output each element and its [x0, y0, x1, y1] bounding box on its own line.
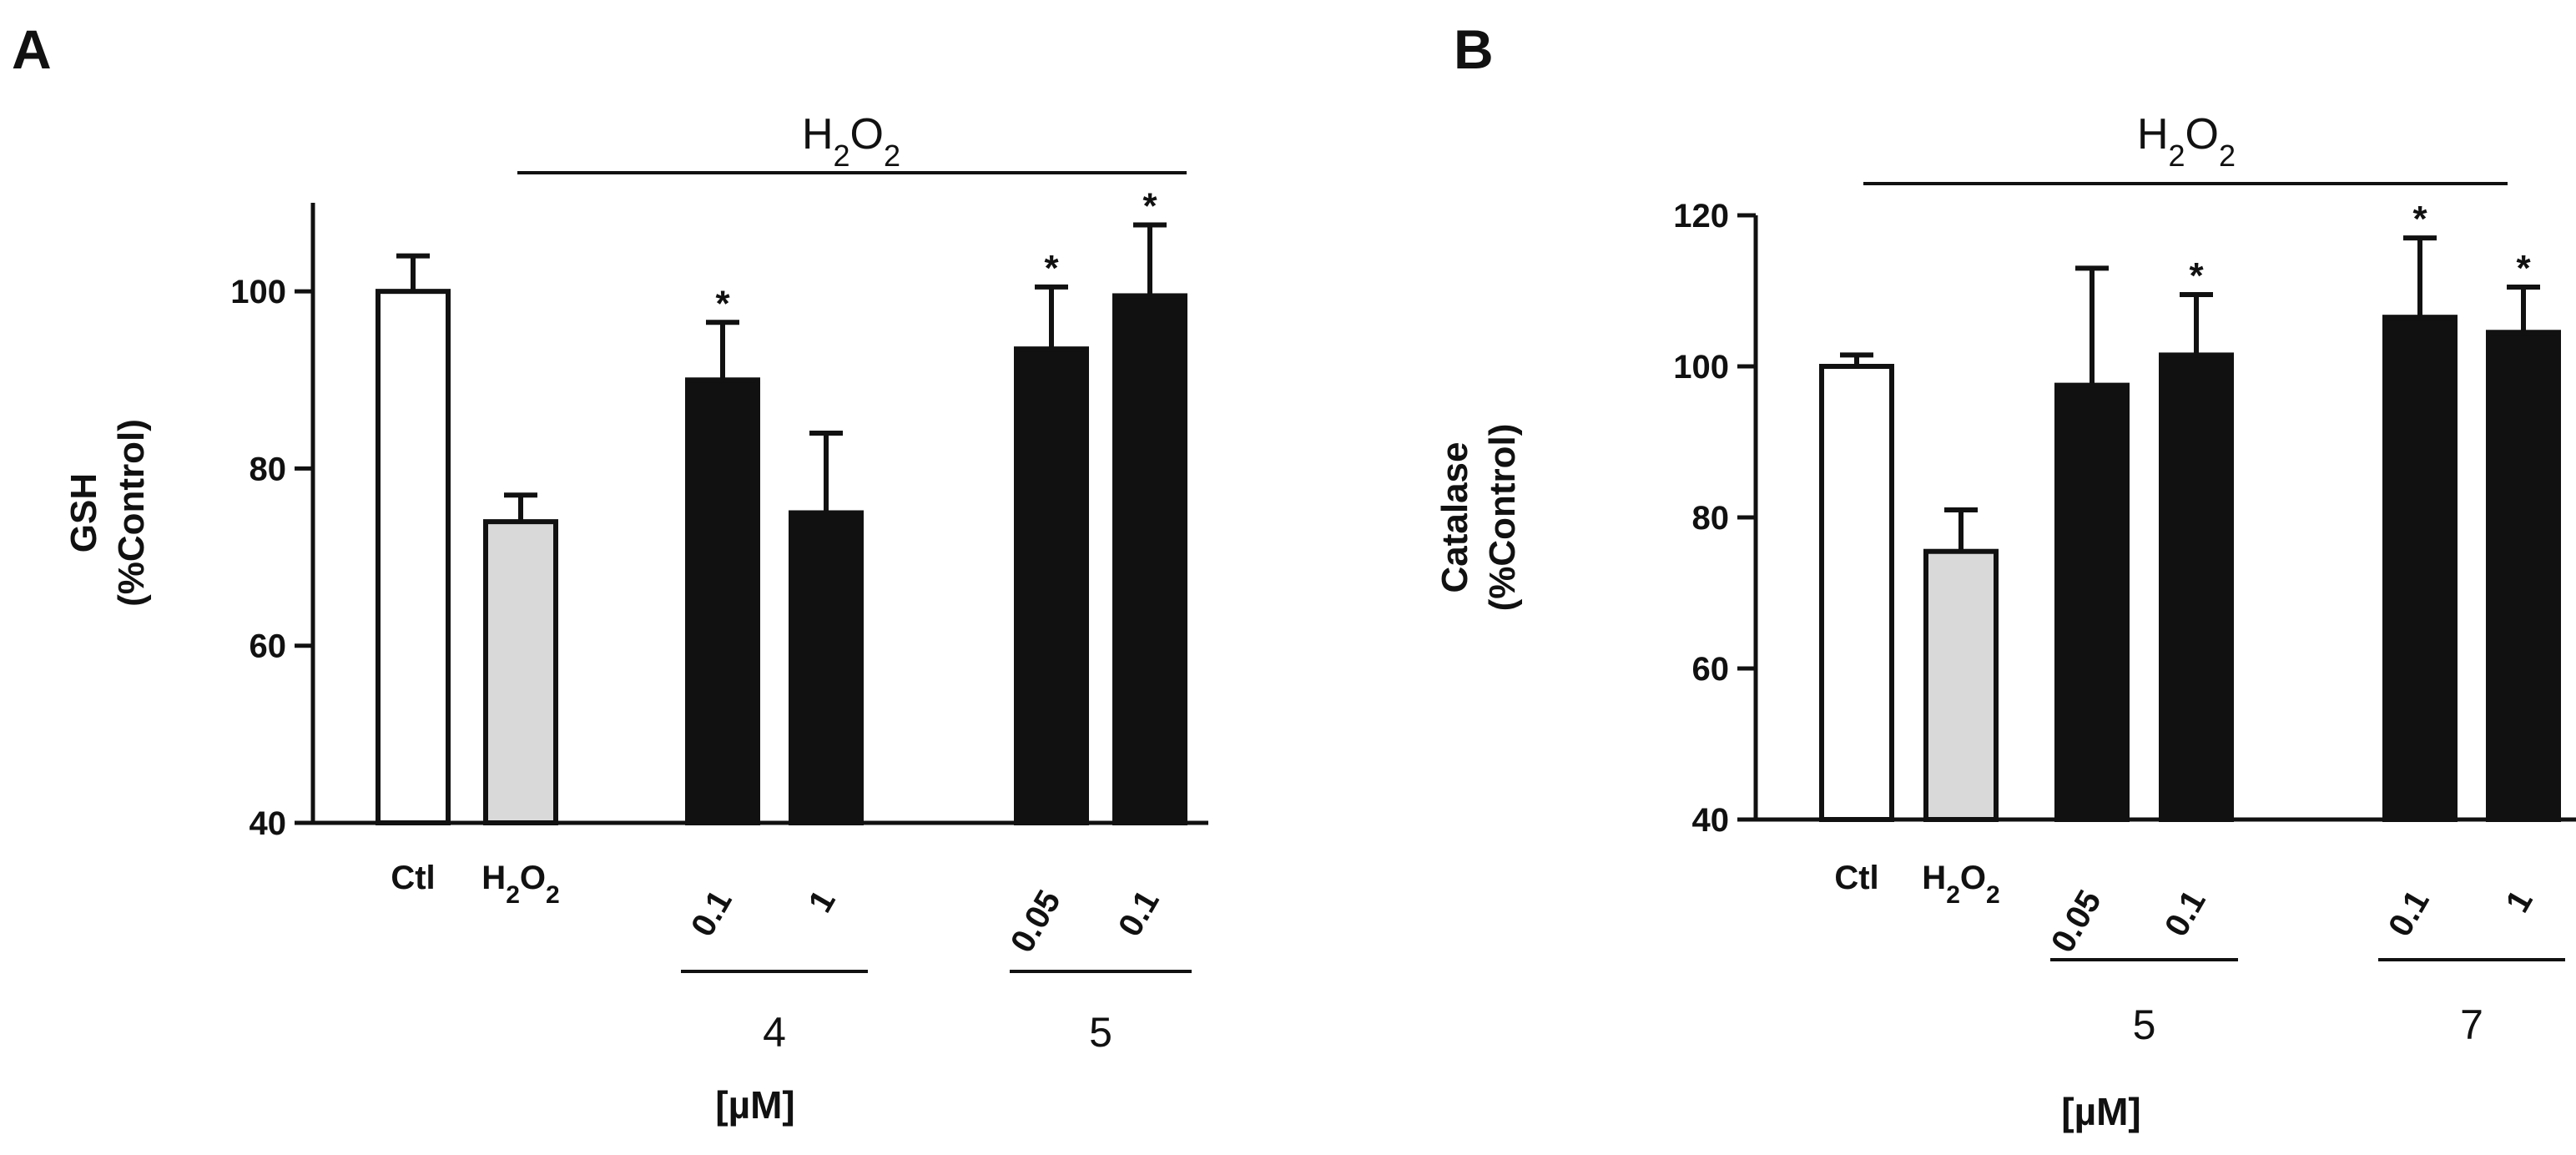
- significance-star: *: [2516, 248, 2531, 289]
- y-axis-label: Catalase: [1434, 441, 1475, 593]
- x-tick-label: H2O2: [481, 860, 559, 909]
- bar: [483, 519, 558, 825]
- bar: [376, 289, 451, 825]
- group-label: 7: [2460, 1001, 2483, 1048]
- y-tick-label: 80: [250, 451, 287, 487]
- x-tick-label: 0.1: [1112, 885, 1167, 943]
- panel-a: A 40 60 80 100 GSH (%Control) Ctl H2O2 * 0.1 1 * 0.0…: [12, 18, 1208, 1127]
- bar: [789, 510, 864, 825]
- x-tick-label: 0.1: [2382, 885, 2437, 943]
- y-tick-label: 120: [1673, 198, 1729, 235]
- treatment-label: H2O2: [802, 110, 900, 173]
- y-tick-label: 100: [1673, 349, 1729, 386]
- y-axis-label: (%Control): [1482, 424, 1523, 612]
- x-tick-label: 0.05: [2044, 885, 2109, 959]
- unit-label: [µM]: [715, 1083, 794, 1127]
- treatment-label: H2O2: [2137, 110, 2236, 173]
- bar: [2054, 382, 2130, 822]
- bar: [1819, 364, 1894, 822]
- bar: [1923, 548, 1999, 822]
- bar: [1014, 346, 1089, 825]
- significance-star: *: [715, 283, 730, 324]
- y-axis-label: (%Control): [111, 419, 152, 607]
- y-tick-label: 60: [1692, 651, 1730, 688]
- x-tick-label: H2O2: [1922, 860, 1999, 909]
- group-label: 5: [2133, 1001, 2156, 1048]
- bar: [2486, 330, 2561, 822]
- y-tick-label: 40: [250, 805, 287, 842]
- panel-b: B 40 60 80 100 120 Catalase (%Control) Ctl H2O2 0…: [1434, 18, 2576, 1133]
- panel-letter: A: [12, 18, 52, 80]
- x-tick-label: 1: [802, 885, 843, 919]
- x-tick-label: 0.1: [2158, 885, 2213, 943]
- significance-star: *: [2189, 255, 2204, 296]
- group-label: 4: [763, 1009, 786, 1056]
- y-tick-label: 40: [1692, 802, 1730, 839]
- bar: [2159, 352, 2234, 822]
- bar: [2382, 315, 2458, 822]
- x-tick-label: Ctl: [391, 860, 435, 896]
- bar: [1112, 293, 1187, 825]
- significance-star: *: [1142, 186, 1157, 227]
- y-tick-label: 60: [250, 628, 287, 665]
- unit-label: [µM]: [2061, 1090, 2140, 1133]
- x-tick-label: 0.05: [1004, 885, 1068, 959]
- x-tick-label: 0.1: [684, 885, 739, 943]
- x-tick-label: 1: [2499, 885, 2540, 919]
- y-tick-label: 80: [1692, 500, 1730, 537]
- significance-star: *: [2412, 199, 2427, 240]
- y-tick-label: 100: [230, 274, 286, 310]
- x-tick-label: Ctl: [1834, 860, 1878, 896]
- group-label: 5: [1089, 1009, 1112, 1056]
- y-axis-label: GSH: [63, 473, 104, 552]
- bar: [685, 377, 760, 825]
- significance-star: *: [1044, 248, 1059, 289]
- panel-letter: B: [1454, 18, 1494, 80]
